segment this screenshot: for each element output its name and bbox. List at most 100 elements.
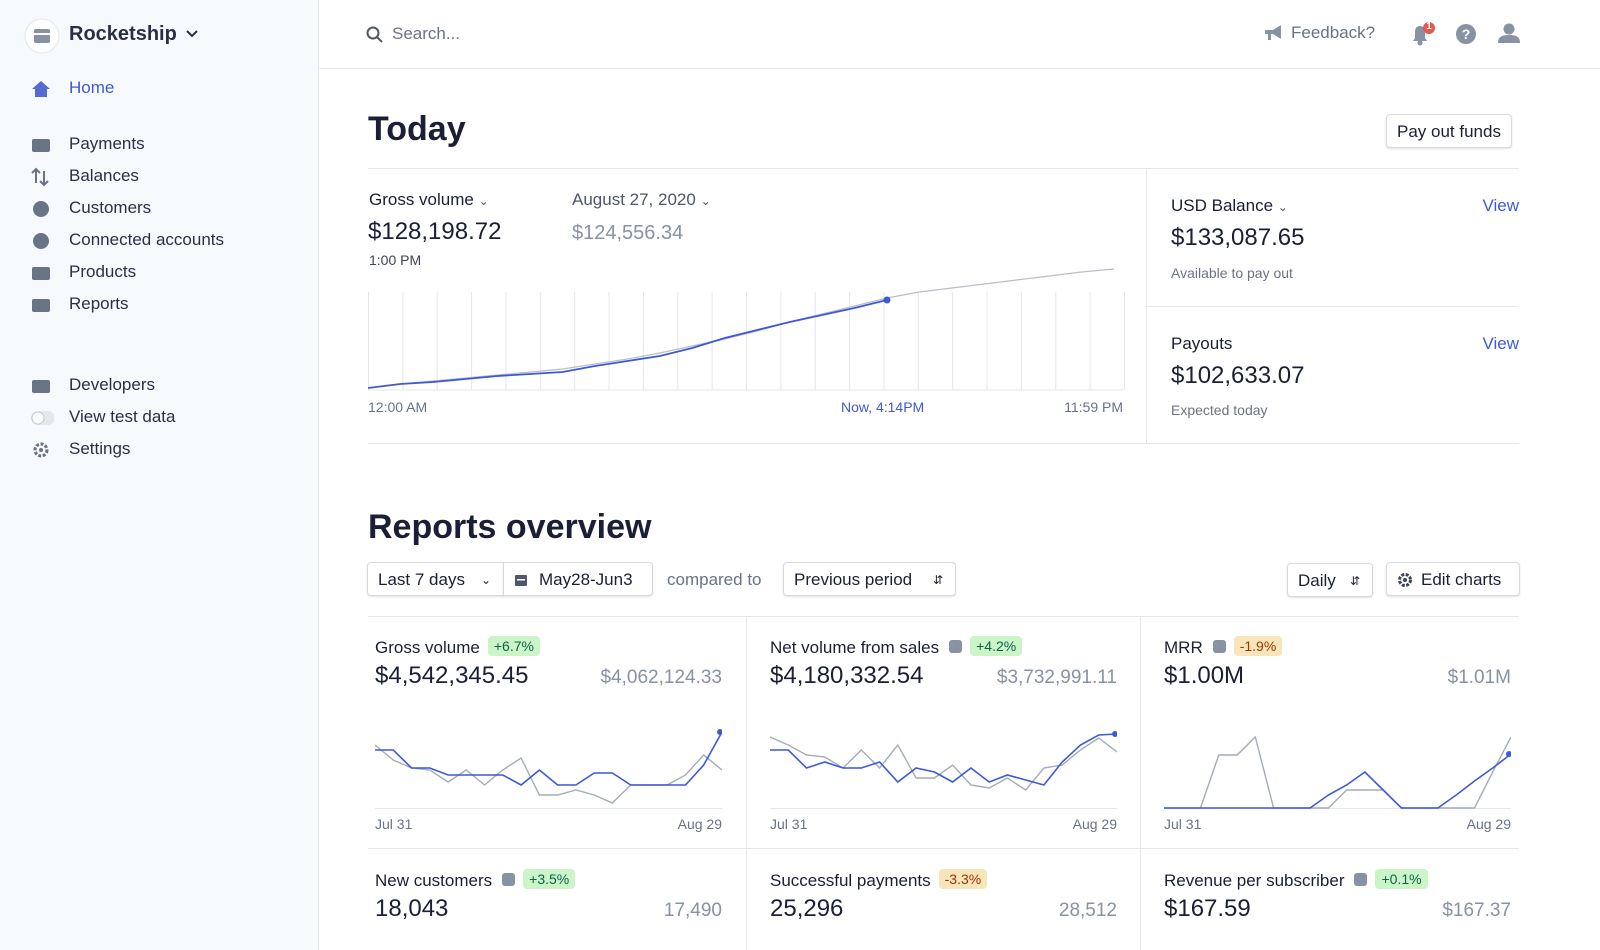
card-previous: 28,512	[1058, 900, 1117, 921]
balance-view-link[interactable]: View	[1482, 196, 1519, 215]
balance-select[interactable]: USD Balance ⌄	[1171, 196, 1288, 215]
nav-item[interactable]: Connected accounts	[69, 230, 224, 249]
card-title-text: Gross volume	[375, 638, 480, 657]
nav-item[interactable]: Balances	[69, 166, 139, 185]
card-title: Gross volume +6.7%	[375, 636, 540, 658]
calendar-icon	[515, 575, 527, 586]
nav-icon	[33, 201, 49, 217]
icon	[31, 167, 49, 187]
payouts-note: Expected today	[1171, 402, 1268, 418]
search-input[interactable]: Search...	[392, 24, 461, 43]
card-title: New customers +3.5%	[375, 869, 576, 891]
today-chart	[368, 268, 1125, 391]
account-name[interactable]: Rocketship	[69, 23, 177, 45]
interval-label: Daily	[1298, 571, 1336, 590]
compare-select[interactable]: August 27, 2020 ⌄	[572, 190, 711, 209]
divider	[368, 443, 1519, 444]
metric-label: Gross volume	[369, 190, 474, 209]
end-point	[717, 729, 722, 735]
sparkline	[375, 729, 722, 809]
payouts-view-link[interactable]: View	[1482, 334, 1519, 353]
x-label: Aug 29	[677, 816, 722, 832]
x-label: Aug 29	[1466, 816, 1511, 832]
period-select[interactable]: Previous period ⇵	[783, 562, 956, 596]
nav-item[interactable]: Home	[69, 78, 115, 97]
line-series	[375, 731, 722, 786]
line-series	[1164, 735, 1511, 809]
today-time: 1:00 PM	[369, 252, 422, 268]
metric-select[interactable]: Gross volume ⌄	[369, 190, 489, 209]
icon	[32, 267, 50, 280]
card-value: $1.00M	[1164, 662, 1245, 689]
card-previous: $4,062,124.33	[600, 667, 722, 688]
icon	[32, 380, 50, 393]
nav-item[interactable]: Products	[69, 262, 137, 281]
nav-item[interactable]: Developers	[69, 375, 155, 394]
payouts-label: Payouts	[1171, 334, 1233, 353]
x-label: Jul 31	[375, 816, 413, 832]
card-title: Revenue per subscriber +0.1%	[1164, 869, 1428, 891]
home	[32, 81, 50, 97]
payout-button[interactable]: Pay out funds	[1386, 114, 1512, 148]
nav-item[interactable]: View test data	[69, 407, 176, 426]
edit-charts-button[interactable]: Edit charts	[1386, 562, 1520, 596]
date-select[interactable]: May28-Jun3	[503, 562, 653, 596]
nav-item[interactable]: Payments	[69, 134, 145, 153]
svg-text:?: ?	[1462, 26, 1471, 42]
account-logo	[24, 18, 60, 54]
nav-icon	[32, 81, 50, 97]
profile-icon[interactable]	[1497, 22, 1521, 44]
reports-title: Reports overview	[368, 508, 652, 546]
line-series	[1164, 753, 1511, 809]
line-series	[368, 299, 888, 389]
end-point	[1112, 731, 1117, 737]
card-title-text: Net volume from sales	[770, 638, 940, 657]
balance-label: USD Balance	[1171, 196, 1274, 215]
range-select[interactable]: Last 7 days ⌄	[367, 562, 504, 596]
notifications-count: 1	[1426, 21, 1432, 32]
info-icon[interactable]	[1354, 873, 1368, 886]
line-series	[375, 744, 722, 804]
nav-icon	[31, 411, 54, 425]
gear-icon	[1398, 573, 1412, 587]
feedback-link[interactable]: Feedback?	[1291, 23, 1376, 42]
info-icon[interactable]	[949, 640, 963, 653]
icon	[33, 442, 49, 458]
card-value: $167.59	[1164, 895, 1251, 922]
icon	[39, 448, 43, 452]
nav-item[interactable]: Settings	[69, 439, 131, 458]
x-label: 12:00 AM	[368, 399, 428, 415]
card-previous: 17,490	[663, 900, 722, 921]
card-previous: $1.01M	[1447, 667, 1511, 688]
range-label: Last 7 days	[378, 570, 465, 589]
line-series	[368, 268, 1115, 389]
interval-select[interactable]: Daily ⇵	[1287, 563, 1373, 597]
nav-icon	[33, 233, 49, 249]
help-icon[interactable]: ?	[1455, 23, 1477, 45]
info-icon[interactable]	[1212, 640, 1226, 653]
balance-note: Available to pay out	[1171, 265, 1293, 281]
compared-label: compared to	[667, 570, 762, 589]
notifications-icon[interactable]	[1409, 22, 1435, 48]
sidebar: Rocketship Home Payments Balances Customers…	[0, 0, 319, 950]
nav-item[interactable]: Customers	[69, 198, 152, 217]
change-badge: -3.3%	[938, 869, 988, 889]
card-title: MRR -1.9%	[1164, 636, 1283, 658]
divider	[1147, 306, 1517, 307]
balance-value: $133,087.65	[1171, 224, 1305, 251]
icon	[33, 201, 49, 217]
divider	[368, 616, 1519, 617]
x-label: Jul 31	[1164, 816, 1202, 832]
line-series	[770, 733, 1117, 786]
divider	[368, 848, 1519, 849]
card-value: $4,542,345.45	[375, 662, 529, 689]
card-title-text: Revenue per subscriber	[1164, 871, 1345, 890]
search-icon	[366, 26, 383, 43]
nav-icon	[31, 167, 49, 187]
change-badge: -1.9%	[1233, 636, 1283, 656]
card-previous: $167.37	[1442, 900, 1511, 921]
info-icon[interactable]	[502, 873, 516, 886]
nav-item[interactable]: Reports	[69, 294, 129, 313]
nav-icon	[32, 299, 50, 312]
card-title-text: MRR	[1164, 638, 1203, 657]
